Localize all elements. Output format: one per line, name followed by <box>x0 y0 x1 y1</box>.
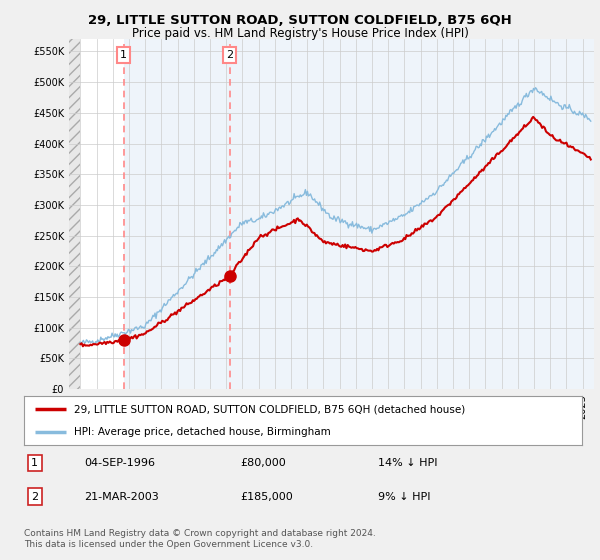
Text: 29, LITTLE SUTTON ROAD, SUTTON COLDFIELD, B75 6QH: 29, LITTLE SUTTON ROAD, SUTTON COLDFIELD… <box>88 14 512 27</box>
Text: HPI: Average price, detached house, Birmingham: HPI: Average price, detached house, Birm… <box>74 427 331 437</box>
Text: 14% ↓ HPI: 14% ↓ HPI <box>378 458 437 468</box>
Bar <box>69 39 80 389</box>
Text: 9% ↓ HPI: 9% ↓ HPI <box>378 492 431 502</box>
Text: 29, LITTLE SUTTON ROAD, SUTTON COLDFIELD, B75 6QH (detached house): 29, LITTLE SUTTON ROAD, SUTTON COLDFIELD… <box>74 404 466 414</box>
Bar <box>124 39 594 389</box>
Text: Contains HM Land Registry data © Crown copyright and database right 2024.
This d: Contains HM Land Registry data © Crown c… <box>24 529 376 549</box>
Text: £80,000: £80,000 <box>240 458 286 468</box>
Text: Price paid vs. HM Land Registry's House Price Index (HPI): Price paid vs. HM Land Registry's House … <box>131 27 469 40</box>
Text: 1: 1 <box>31 458 38 468</box>
Text: £185,000: £185,000 <box>240 492 293 502</box>
Text: 04-SEP-1996: 04-SEP-1996 <box>84 458 155 468</box>
Text: 2: 2 <box>226 50 233 60</box>
Text: 2: 2 <box>31 492 38 502</box>
Text: 1: 1 <box>120 50 127 60</box>
Text: 21-MAR-2003: 21-MAR-2003 <box>84 492 159 502</box>
